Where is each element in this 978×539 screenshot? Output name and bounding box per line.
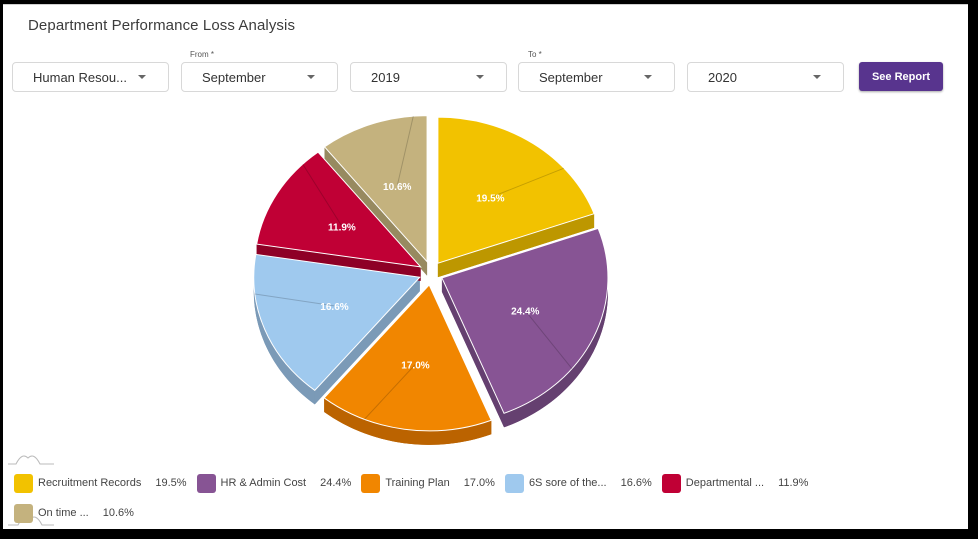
department-select[interactable]: Human Resou... xyxy=(12,62,169,92)
legend-value: 24.4% xyxy=(320,477,352,489)
slice-label: 16.6% xyxy=(320,302,348,313)
chevron-down-icon xyxy=(307,75,315,79)
see-report-button[interactable]: See Report xyxy=(859,62,943,91)
pie-slice[interactable]: 19.5% xyxy=(437,116,595,264)
pie-slice[interactable]: 16.6% xyxy=(253,253,421,392)
legend-value: 11.9% xyxy=(778,477,809,489)
chart-legend: Recruitment Records 19.5% HR & Admin Cos… xyxy=(14,468,914,528)
chevron-down-icon xyxy=(476,75,484,79)
chevron-down-icon xyxy=(813,75,821,79)
legend-swatch xyxy=(14,503,33,523)
legend-item-training-plan[interactable]: Training Plan 17.0% xyxy=(361,473,495,493)
slice-label: 24.4% xyxy=(511,307,539,318)
from-year-select[interactable]: 2019 xyxy=(350,62,507,92)
legend-label: On time ... xyxy=(38,507,89,519)
to-year-select[interactable]: 2020 xyxy=(687,62,844,92)
legend-value: 16.6% xyxy=(620,477,652,489)
slice-label: 17.0% xyxy=(401,360,429,371)
from-month-value: September xyxy=(202,69,266,85)
legend-label: Training Plan xyxy=(385,477,450,489)
chevron-down-icon xyxy=(644,75,652,79)
pie-slice[interactable]: 17.0% xyxy=(323,283,492,432)
legend-label: Recruitment Records xyxy=(38,477,142,489)
slice-label: 11.9% xyxy=(328,222,356,233)
legend-item-6s-score[interactable]: 6S sore of the... 16.6% xyxy=(504,473,652,493)
slice-label: 10.6% xyxy=(383,182,411,193)
page-title: Department Performance Loss Analysis xyxy=(28,17,296,34)
legend-item-recruitment-records[interactable]: Recruitment Records 19.5% xyxy=(14,473,187,493)
legend-label: 6S sore of the... xyxy=(528,477,607,489)
legend-label: Departmental ... xyxy=(685,477,765,489)
to-month-select[interactable]: September xyxy=(518,62,675,92)
to-month-value: September xyxy=(539,69,603,85)
legend-swatch xyxy=(661,473,681,493)
legend-item-departmental[interactable]: Departmental ... 11.9% xyxy=(661,473,809,493)
report-panel: Department Performance Loss Analysis Hum… xyxy=(3,4,968,529)
chevron-down-icon xyxy=(138,75,146,79)
from-year-value: 2019 xyxy=(371,69,400,85)
legend-swatch xyxy=(361,473,381,493)
from-label: From * xyxy=(190,50,214,59)
legend-swatch xyxy=(14,473,33,493)
slice-label: 19.5% xyxy=(476,193,504,204)
legend-value: 10.6% xyxy=(102,507,134,519)
legend-label: HR & Admin Cost xyxy=(220,477,307,489)
pie-slice[interactable]: 11.9% xyxy=(256,151,422,268)
legend-item-hr-admin-cost[interactable]: HR & Admin Cost 24.4% xyxy=(196,473,352,493)
pie-slice[interactable]: 24.4% xyxy=(441,227,609,414)
legend-value: 19.5% xyxy=(155,477,187,489)
to-year-value: 2020 xyxy=(708,69,737,85)
to-label: To * xyxy=(528,50,542,59)
legend-swatch xyxy=(196,473,216,493)
sparkline-icon xyxy=(8,455,54,465)
legend-item-on-time[interactable]: On time ... 10.6% xyxy=(14,503,134,523)
department-select-value: Human Resou... xyxy=(33,69,127,85)
legend-value: 17.0% xyxy=(463,477,495,489)
from-month-select[interactable]: September xyxy=(181,62,338,92)
legend-swatch xyxy=(504,473,524,493)
pie-slice[interactable]: 10.6% xyxy=(323,115,428,263)
